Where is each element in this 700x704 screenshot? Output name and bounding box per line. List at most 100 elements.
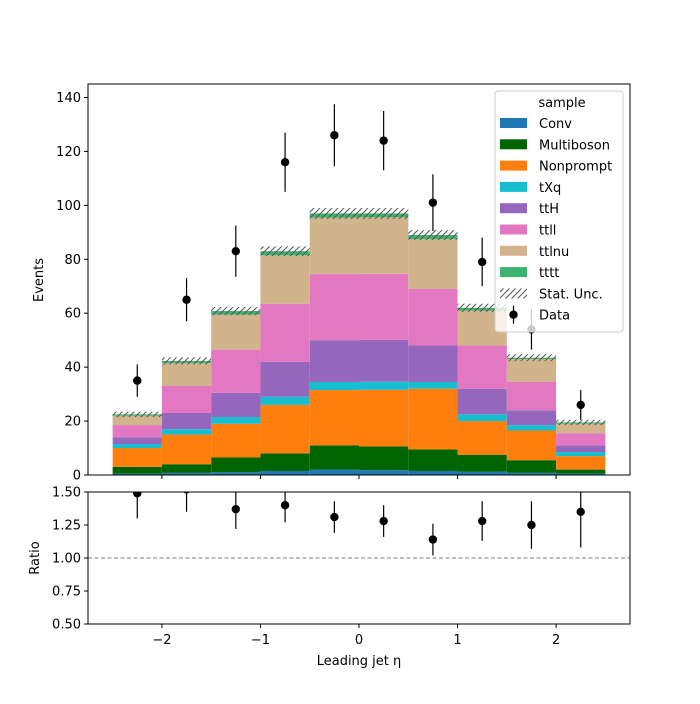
ratio-y-tick-label: 1.25 xyxy=(52,519,81,534)
x-tick-label: 2 xyxy=(552,633,560,648)
bar-ttlnu xyxy=(309,217,359,275)
ratio-y-axis: 0.50 0.75 1.00 1.25 1.50 xyxy=(52,486,88,633)
ratio-points xyxy=(133,492,585,556)
x-tick-label: 1 xyxy=(453,633,461,648)
bar-tth xyxy=(161,412,212,430)
bar-ttlnu xyxy=(211,314,261,350)
legend-swatch xyxy=(500,203,527,214)
bar-conv xyxy=(556,473,606,475)
bar-conv xyxy=(457,471,507,475)
bar-multiboson xyxy=(359,446,409,471)
x-tick-label: 0 xyxy=(355,633,363,648)
data-point xyxy=(576,400,585,410)
data-point xyxy=(330,131,339,140)
bar-conv xyxy=(309,469,359,475)
ratio-point xyxy=(330,512,339,522)
stat-unc-bands xyxy=(112,208,606,426)
y-tick-label: 80 xyxy=(64,253,81,268)
x-axis-label: Leading jet η xyxy=(317,654,402,669)
bar-txq xyxy=(408,381,458,389)
bar-tth xyxy=(556,445,606,453)
bar-conv xyxy=(408,470,458,475)
bar-ttll xyxy=(408,288,458,346)
bar-ttlnu xyxy=(112,415,162,426)
legend-data-marker xyxy=(509,310,518,319)
data-point xyxy=(280,158,290,167)
legend-swatch xyxy=(500,160,527,171)
bar-nonprompt xyxy=(260,404,310,454)
bar-ttll xyxy=(359,273,409,340)
legend-swatch xyxy=(500,267,527,278)
bar-conv xyxy=(506,472,557,475)
legend-label: tXq xyxy=(539,181,561,196)
ratio-point xyxy=(428,535,438,544)
stacked-histogram-bars xyxy=(112,213,606,475)
bar-ttll xyxy=(506,381,557,411)
bar-txq xyxy=(211,417,261,424)
legend-label: Stat. Unc. xyxy=(539,287,603,302)
legend-label: tttt xyxy=(539,266,559,281)
bar-txq xyxy=(359,381,409,390)
stat-unc-band xyxy=(161,357,212,365)
bar-txq xyxy=(161,429,212,435)
legend: sample Conv Multiboson Nonprompt tXq ttH ttll t… xyxy=(494,90,624,333)
y-tick-label: 100 xyxy=(56,199,81,214)
ratio-y-tick-label: 0.50 xyxy=(52,618,81,633)
bar-multiboson xyxy=(161,464,212,473)
bar-nonprompt xyxy=(161,434,212,465)
bar-ttll xyxy=(112,425,162,438)
ratio-point xyxy=(379,516,388,526)
bar-nonprompt xyxy=(359,389,409,447)
legend-title: sample xyxy=(538,96,585,111)
stat-unc-band xyxy=(457,303,507,312)
legend-label: ttll xyxy=(539,224,556,239)
data-point xyxy=(477,257,487,267)
ratio-y-tick-label: 1.00 xyxy=(52,552,81,567)
bar-conv xyxy=(161,472,212,475)
bar-multiboson xyxy=(112,466,162,474)
y-tick-label: 40 xyxy=(64,361,81,376)
bar-multiboson xyxy=(556,469,606,474)
bar-txq xyxy=(556,452,606,457)
bar-ttll xyxy=(309,274,359,341)
ratio-point xyxy=(527,520,536,530)
stat-unc-band xyxy=(506,354,557,362)
bar-txq xyxy=(309,381,359,391)
bar-conv xyxy=(112,473,162,475)
stat-unc-band xyxy=(112,411,162,418)
stat-unc-band xyxy=(408,230,458,240)
data-point xyxy=(379,136,388,145)
bar-tth xyxy=(211,392,261,418)
bar-nonprompt xyxy=(506,430,557,461)
bar-ttll xyxy=(260,303,310,362)
legend-swatch xyxy=(500,224,527,235)
bar-multiboson xyxy=(408,449,458,471)
stat-unc-band xyxy=(260,246,310,257)
data-point xyxy=(231,246,241,256)
legend-label: Data xyxy=(539,309,570,324)
bar-conv xyxy=(260,470,310,475)
legend-label: Nonprompt xyxy=(539,160,612,175)
bar-multiboson xyxy=(211,457,261,473)
bar-conv xyxy=(359,470,409,475)
x-tick-label: −2 xyxy=(152,633,171,648)
bar-ttll xyxy=(211,349,261,393)
bar-nonprompt xyxy=(457,421,507,455)
ratio-y-tick-label: 0.75 xyxy=(52,585,81,600)
bar-txq xyxy=(457,414,507,422)
bar-ttlnu xyxy=(556,423,606,434)
bar-ttlnu xyxy=(260,255,310,304)
legend-swatch-stat-unc xyxy=(500,288,527,299)
bar-tth xyxy=(506,410,557,426)
bar-nonprompt xyxy=(309,390,359,446)
ratio-y-axis-label: Ratio xyxy=(28,541,43,574)
stat-unc-band xyxy=(359,208,409,219)
stat-unc-band xyxy=(211,307,261,316)
bar-txq xyxy=(260,396,310,405)
legend-label: Multiboson xyxy=(539,138,610,153)
legend-label: ttH xyxy=(539,202,559,217)
data-point xyxy=(182,295,191,304)
y-tick-label: 120 xyxy=(56,145,81,160)
bar-multiboson xyxy=(457,454,507,472)
